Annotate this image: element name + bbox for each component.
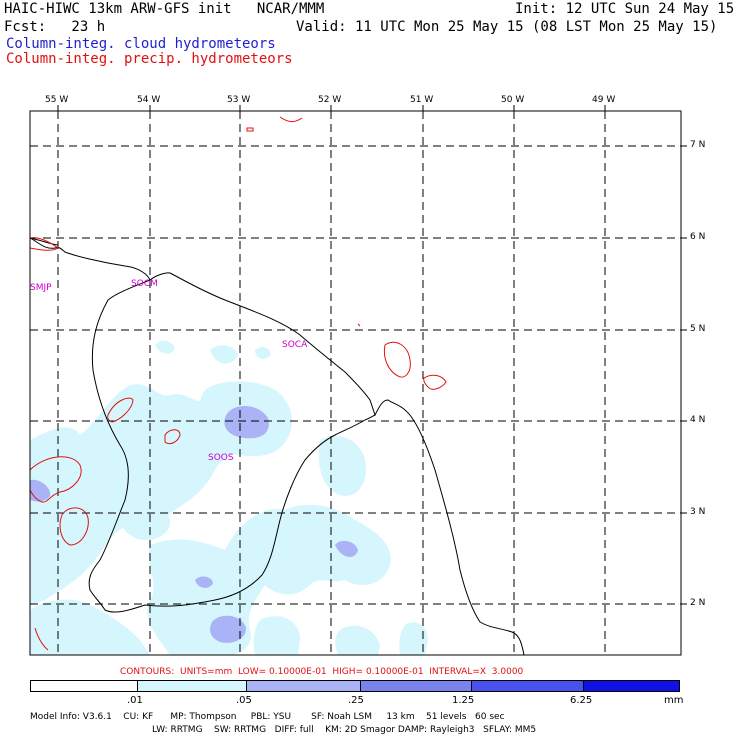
- lon-label: 50 W: [501, 95, 525, 105]
- lat-label: 5 N: [690, 324, 706, 334]
- cloud-fill-level1: [399, 622, 428, 655]
- precip-contour: [30, 237, 59, 251]
- station-label-soos: SOOS: [208, 453, 234, 463]
- contour-info: CONTOURS: UNITS=mm LOW= 0.10000E-01 HIGH…: [120, 667, 524, 677]
- precip-contour: [59, 507, 89, 546]
- precip-contour: [246, 127, 254, 132]
- model-info-line1: Model Info: V3.6.1 CU: KF MP: Thompson P…: [30, 712, 505, 722]
- cloud-fill-level1: [210, 345, 238, 364]
- precip-contours: [30, 116, 447, 651]
- cloud-fill-level1: [30, 384, 269, 605]
- colorbar-label: .05: [236, 695, 252, 706]
- precip-contour: [279, 116, 303, 123]
- station-label-socm: SOCM: [131, 279, 158, 289]
- cloud-fill-level1: [318, 436, 366, 496]
- lon-label: 54 W: [137, 95, 161, 105]
- border-suriname-guyana: [88, 279, 376, 613]
- cloud-fill-level2: [30, 479, 51, 502]
- precip-contour: [357, 323, 361, 327]
- cloud-fill-level1: [116, 496, 171, 541]
- colorbar-bin-0: [30, 680, 138, 692]
- coastline: [30, 237, 525, 655]
- cloud-fill-level1: [335, 625, 380, 655]
- cloud-fill-level1: [155, 340, 175, 354]
- top-ticks: [57, 105, 687, 605]
- init-time: Init: 12 UTC Sun 24 May 15: [515, 1, 735, 17]
- lat-lon-grid: [30, 111, 681, 655]
- precip-contour: [383, 341, 411, 378]
- lon-label: 52 W: [318, 95, 342, 105]
- precip-contour: [30, 456, 82, 503]
- colorbar-bin-5: [583, 680, 680, 692]
- model-info-line2: LW: RRTMG SW: RRTMG DIFF: full KM: 2D Sm…: [152, 725, 537, 735]
- cloud-fill-level2: [335, 540, 358, 557]
- precip-contour: [34, 627, 49, 651]
- legend-precip-hydrometeors: Column-integ. precip. hydrometeors: [6, 51, 293, 67]
- forecast-hour: Fcst: 23 h: [4, 19, 106, 35]
- legend-cloud-hydrometeors: Column-integ. cloud hydrometeors: [6, 36, 276, 52]
- lat-label: 6 N: [690, 232, 706, 242]
- lat-label: 4 N: [690, 415, 706, 425]
- lat-label: 2 N: [690, 598, 706, 608]
- colorbar-bin-2: [246, 680, 361, 692]
- lon-label: 55 W: [45, 95, 69, 105]
- precip-contour: [107, 397, 134, 423]
- station-label-smjp: SMJP: [30, 283, 52, 293]
- colorbar-bin-1: [137, 680, 247, 692]
- plot-title: HAIC-HIWC 13km ARW-GFS init NCAR/MMM: [4, 1, 325, 17]
- lon-label: 53 W: [227, 95, 251, 105]
- border-brazil: [30, 237, 59, 246]
- cloud-fill-level1: [30, 599, 150, 655]
- colorbar-units: mm: [664, 695, 684, 706]
- coastlines-borders: [30, 237, 525, 655]
- lon-label: 51 W: [410, 95, 434, 105]
- colorbar-bin-3: [360, 680, 472, 692]
- station-label-soca: SOCA: [282, 340, 308, 350]
- colorbar-label: .01: [127, 695, 143, 706]
- colorbar-bin-4: [471, 680, 584, 692]
- precip-contour: [423, 374, 447, 390]
- cloud-fill-level1: [147, 504, 391, 655]
- cloud-fill-level1: [255, 347, 271, 359]
- cloud-fill-level1: [253, 616, 300, 655]
- valid-time: Valid: 11 UTC Mon 25 May 15 (08 LST Mon …: [296, 19, 718, 35]
- colorbar-label: .25: [348, 695, 364, 706]
- lat-label: 3 N: [690, 507, 706, 517]
- lon-label: 49 W: [592, 95, 616, 105]
- cloud-fill-layer: [30, 340, 428, 655]
- cloud-fill-level2: [224, 406, 269, 439]
- colorbar-label: 1.25: [452, 695, 475, 706]
- map-frame: [29, 110, 682, 656]
- lat-label: 7 N: [690, 140, 706, 150]
- cloud-fill-level2: [195, 576, 213, 588]
- cloud-fill-level2: [210, 615, 246, 643]
- colorbar-label: 6.25: [570, 695, 593, 706]
- precip-contour: [164, 429, 181, 445]
